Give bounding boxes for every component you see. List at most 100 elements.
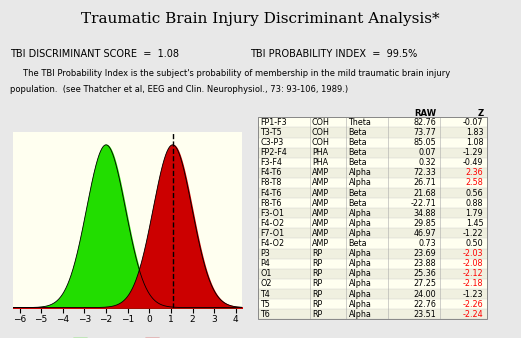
Text: FP2-F4: FP2-F4 [260, 148, 287, 157]
Text: 23.88: 23.88 [414, 259, 436, 268]
Text: F4-O2: F4-O2 [260, 239, 284, 248]
Text: F8-T6: F8-T6 [260, 199, 282, 208]
Text: AMP: AMP [312, 199, 329, 208]
Bar [258, 218, 487, 228]
Bar [258, 127, 487, 138]
Bar [258, 228, 487, 239]
Text: RP: RP [312, 259, 322, 268]
Text: RP: RP [312, 290, 322, 298]
Bar [258, 198, 487, 208]
Text: Alpha: Alpha [349, 280, 371, 288]
Text: FP1-F3: FP1-F3 [260, 118, 287, 127]
Text: T6: T6 [260, 310, 270, 319]
Bar [258, 299, 487, 309]
Text: Alpha: Alpha [349, 209, 371, 218]
Bar [258, 188, 487, 198]
Text: AMP: AMP [312, 229, 329, 238]
Text: O1: O1 [260, 269, 272, 278]
Bar [258, 309, 487, 319]
Text: AMP: AMP [312, 189, 329, 197]
Text: Traumatic Brain Injury Discriminant Analysis*: Traumatic Brain Injury Discriminant Anal… [81, 12, 440, 26]
Text: C3-P3: C3-P3 [260, 138, 284, 147]
Text: RP: RP [312, 299, 322, 309]
Bar [258, 117, 487, 127]
Text: 24.00: 24.00 [414, 290, 436, 298]
Text: -2.12: -2.12 [463, 269, 483, 278]
Bar [258, 289, 487, 299]
Text: F3-O1: F3-O1 [260, 209, 284, 218]
Text: COH: COH [312, 118, 330, 127]
Text: F4-O2: F4-O2 [260, 219, 284, 228]
Text: Alpha: Alpha [349, 299, 371, 309]
Text: The TBI Probability Index is the subject's probability of membership in the mild: The TBI Probability Index is the subject… [10, 69, 451, 78]
Text: 72.33: 72.33 [413, 168, 436, 177]
Text: O2: O2 [260, 280, 272, 288]
Text: P4: P4 [260, 259, 270, 268]
Text: 0.88: 0.88 [466, 199, 483, 208]
Text: F4-T6: F4-T6 [260, 189, 282, 197]
Bar [258, 269, 487, 279]
Text: TBI DISCRIMINANT SCORE  =  1.08: TBI DISCRIMINANT SCORE = 1.08 [10, 49, 179, 59]
Text: -2.18: -2.18 [463, 280, 483, 288]
Text: -1.22: -1.22 [463, 229, 483, 238]
Text: Z: Z [477, 109, 483, 118]
Bar [258, 239, 487, 248]
Bar [258, 168, 487, 178]
Text: 1.79: 1.79 [466, 209, 483, 218]
Bar [258, 208, 487, 218]
Text: Theta: Theta [349, 118, 371, 127]
Text: 0.50: 0.50 [466, 239, 483, 248]
Text: Beta: Beta [349, 199, 367, 208]
Text: Alpha: Alpha [349, 310, 371, 319]
Text: 23.51: 23.51 [413, 310, 436, 319]
Bar [258, 178, 487, 188]
Text: -2.03: -2.03 [463, 249, 483, 258]
Text: Alpha: Alpha [349, 178, 371, 188]
Text: Beta: Beta [349, 158, 367, 167]
Text: -2.26: -2.26 [463, 299, 483, 309]
Text: PHA: PHA [312, 158, 328, 167]
Text: RP: RP [312, 249, 322, 258]
Text: 25.36: 25.36 [413, 269, 436, 278]
Text: Beta: Beta [349, 189, 367, 197]
Text: Alpha: Alpha [349, 269, 371, 278]
Text: Alpha: Alpha [349, 229, 371, 238]
Text: Beta: Beta [349, 128, 367, 137]
Text: RP: RP [312, 310, 322, 319]
Text: 46.97: 46.97 [413, 229, 436, 238]
Text: Beta: Beta [349, 239, 367, 248]
Text: P3: P3 [260, 249, 270, 258]
Text: population.  (see Thatcher et al, EEG and Clin. Neurophysiol., 73: 93-106, 1989.: population. (see Thatcher et al, EEG and… [10, 85, 349, 94]
Text: 0.56: 0.56 [466, 189, 483, 197]
Text: -2.08: -2.08 [463, 259, 483, 268]
Text: -22.71: -22.71 [411, 199, 436, 208]
Text: 27.25: 27.25 [413, 280, 436, 288]
Text: 85.05: 85.05 [413, 138, 436, 147]
Text: -0.49: -0.49 [463, 158, 483, 167]
Text: Beta: Beta [349, 138, 367, 147]
Text: RP: RP [312, 269, 322, 278]
Text: Beta: Beta [349, 148, 367, 157]
Text: 22.76: 22.76 [413, 299, 436, 309]
Text: 1.83: 1.83 [466, 128, 483, 137]
Text: Alpha: Alpha [349, 249, 371, 258]
Text: 1.45: 1.45 [466, 219, 483, 228]
Text: 29.85: 29.85 [413, 219, 436, 228]
Text: 0.07: 0.07 [418, 148, 436, 157]
Text: 34.88: 34.88 [414, 209, 436, 218]
Text: TBI PROBABILITY INDEX  =  99.5%: TBI PROBABILITY INDEX = 99.5% [250, 49, 417, 59]
Text: T3-T5: T3-T5 [260, 128, 282, 137]
Bar [258, 279, 487, 289]
Text: AMP: AMP [312, 239, 329, 248]
Text: AMP: AMP [312, 168, 329, 177]
Text: Alpha: Alpha [349, 290, 371, 298]
Text: Alpha: Alpha [349, 219, 371, 228]
Text: AMP: AMP [312, 178, 329, 188]
Text: T5: T5 [260, 299, 270, 309]
Text: F8-T8: F8-T8 [260, 178, 282, 188]
Text: AMP: AMP [312, 219, 329, 228]
Text: 2.36: 2.36 [466, 168, 483, 177]
Text: RAW: RAW [414, 109, 436, 118]
Text: F3-F4: F3-F4 [260, 158, 282, 167]
Text: F4-T6: F4-T6 [260, 168, 282, 177]
